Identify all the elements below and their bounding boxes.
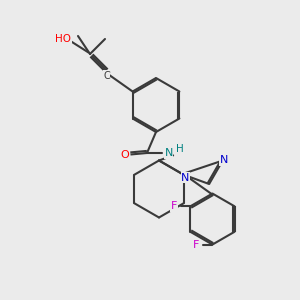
Text: F: F [171,201,177,211]
Text: N: N [181,172,190,183]
Text: N: N [220,155,228,165]
Text: O: O [120,149,129,160]
Text: H: H [176,143,184,154]
Text: F: F [193,239,199,250]
Text: HO: HO [55,34,71,44]
Text: C: C [103,71,110,81]
Text: N: N [164,148,173,158]
